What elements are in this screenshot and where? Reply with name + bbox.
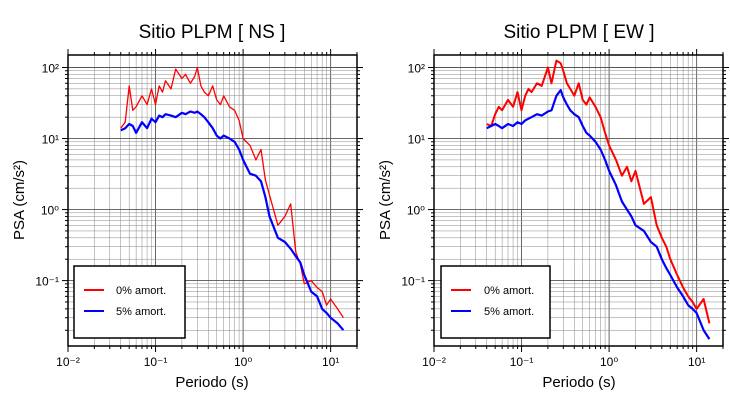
plot-frame (433, 54, 724, 347)
x-tick-label: 10⁰ (234, 355, 252, 369)
chart-title: Sitio PLPM [ EW ] (504, 22, 655, 43)
y-tick-label: 10⁰ (41, 204, 59, 218)
series-layer (486, 59, 711, 340)
x-tick-label: 10¹ (322, 355, 339, 369)
y-tick-label: 10² (42, 62, 59, 76)
legend-label-0pct: 0% amort. (484, 285, 534, 297)
legend-label-5pct: 5% amort. (116, 306, 166, 318)
x-ticks: 10⁻² 10⁻¹ 10⁰ 10¹ (56, 49, 358, 369)
legend-box (73, 265, 186, 339)
legend: 0% amort. 5% amort. (440, 265, 551, 339)
legend: 0% amort. 5% amort. (73, 265, 186, 339)
series-line-0pct (486, 59, 711, 324)
x-axis-label: Periodo (s) (542, 374, 615, 391)
x-ticks: 10⁻² 10⁻¹ 10⁰ 10¹ (422, 49, 724, 369)
grid (67, 55, 358, 346)
chart-title: Sitio PLPM [ NS ] (139, 22, 286, 43)
x-tick-label: 10⁻² (422, 355, 446, 369)
y-axis-label: PSA (cm/s²) (11, 160, 28, 240)
y-ticks: 10² 10¹ 10⁰ 10⁻¹ (401, 62, 729, 331)
y-tick-label: 10¹ (42, 133, 59, 147)
series-line-5pct (120, 110, 345, 331)
x-tick-label: 10⁻¹ (510, 355, 534, 369)
y-tick-label: 10² (408, 62, 425, 76)
chart-panel-ew: Sitio PLPM [ EW ] 10⁻² 10⁻¹ 10⁰ 10¹ 10²10¹1… (377, 22, 729, 391)
x-axis-label: Periodo (s) (175, 374, 248, 391)
y-tick-label: 10⁰ (407, 204, 425, 218)
x-tick-label: 10⁻² (56, 355, 80, 369)
x-tick-label: 10⁻¹ (144, 355, 168, 369)
plot-frame (67, 54, 358, 347)
y-tick-label: 10⁻¹ (401, 275, 425, 289)
x-tick-label: 10¹ (688, 355, 705, 369)
y-axis-label: PSA (cm/s²) (377, 160, 394, 240)
y-ticks: 10² 10¹ 10⁰ 10⁻¹ (35, 62, 363, 331)
chart-panel-ns: Sitio PLPM [ NS ] 10⁻² 10⁻¹ 10⁰ 10¹ 10²10¹1… (11, 22, 363, 391)
y-tick-label: 10⁻¹ (35, 275, 59, 289)
legend-label-5pct: 5% amort. (484, 306, 534, 318)
series-layer (120, 66, 345, 331)
y-tick-label: 10¹ (408, 133, 425, 147)
x-tick-label: 10⁰ (600, 355, 618, 369)
legend-label-0pct: 0% amort. (116, 285, 166, 297)
series-line-5pct (486, 88, 711, 340)
legend-box (440, 265, 551, 339)
